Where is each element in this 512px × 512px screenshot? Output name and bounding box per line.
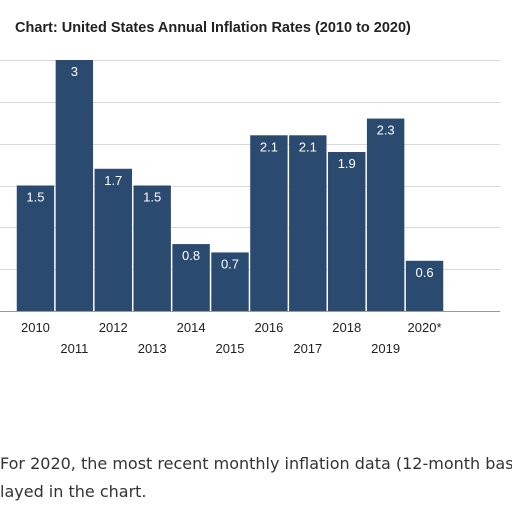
x-tick-label-2019: 2019 [371,341,400,356]
bar-2019 [366,118,405,311]
x-tick-label-2017: 2017 [293,341,322,356]
bars [16,60,444,311]
x-tick-label-2018: 2018 [332,320,361,335]
data-label-2010: 1.5 [26,190,44,205]
data-label-2018: 1.9 [338,156,356,171]
data-label-2012: 1.7 [104,173,122,188]
footnote-line-1: For 2020, the most recent monthly inflat… [0,454,512,473]
x-tick-label-2010: 2010 [21,320,50,335]
data-label-2016: 2.1 [260,139,278,154]
bar-2012 [94,168,132,311]
gridlines [0,60,500,312]
bar-2016 [250,135,288,311]
x-tick-label-2020*: 2020* [408,320,442,335]
bar-2018 [328,152,366,311]
bar-2020* [405,260,444,311]
x-axis-ticks: 2010 2011 2012 2013 2014 2015 2016 2017 2018 2019… [21,320,442,356]
data-label-2011: 3 [71,64,78,79]
bar-2010 [16,185,55,311]
x-tick-label-2016: 2016 [254,320,283,335]
bar-2013 [133,185,171,311]
chart-title: Chart: United States Annual Inflation Ra… [15,20,411,36]
x-tick-label-2015: 2015 [216,341,245,356]
data-label-2017: 2.1 [299,139,317,154]
bar-chart: 1.5 3 1.7 1.5 0.8 0.7 2.1 2.1 1.9 2.3 0.6 2010 2011… [0,60,500,356]
bar-2017 [289,135,327,311]
data-label-2015: 0.7 [221,256,239,271]
data-label-2014: 0.8 [182,248,200,263]
x-tick-label-2012: 2012 [99,320,128,335]
footnote: For 2020, the most recent monthly inflat… [0,450,512,506]
data-labels: 1.5 3 1.7 1.5 0.8 0.7 2.1 2.1 1.9 2.3 0.6 [26,64,433,280]
x-tick-label-2013: 2013 [138,341,167,356]
data-label-2013: 1.5 [143,190,161,205]
bar-2014 [172,244,210,311]
footnote-line-2: layed in the chart. [0,482,147,501]
x-tick-label-2014: 2014 [177,320,206,335]
data-label-2019: 2.3 [377,123,395,138]
bar-2011 [55,60,94,311]
x-tick-label-2011: 2011 [60,341,88,356]
data-label-2020*: 0.6 [416,265,434,280]
bar-2015 [211,252,249,311]
